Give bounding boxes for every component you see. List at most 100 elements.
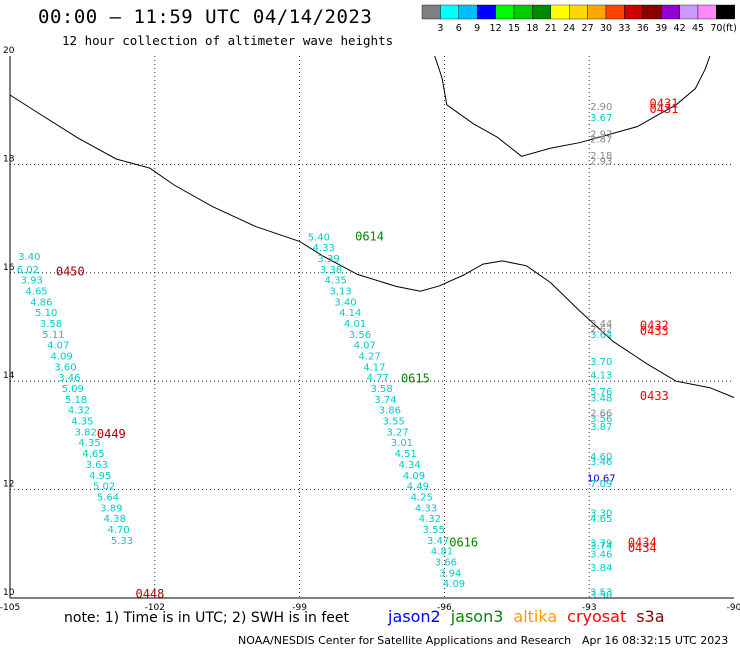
lat-tick-label: 18 xyxy=(3,154,15,164)
scale-swatch xyxy=(532,4,552,20)
wave-height-label: 3.64 xyxy=(590,330,612,341)
pass-time-label: 0431 xyxy=(650,102,679,116)
wave-height-label: 4.35 xyxy=(325,276,347,287)
pass-time-label: 0450 xyxy=(56,265,85,279)
wave-height-label: 3.55 xyxy=(423,525,445,536)
wave-height-label: 2.18 xyxy=(590,151,612,162)
scale-tick-label: 15 xyxy=(508,23,520,34)
wave-height-label: 4.35 xyxy=(79,438,101,449)
scale-tick-label: 30 xyxy=(600,23,612,34)
wave-height-label: 2.97 xyxy=(590,129,612,140)
wave-height-label: 2.66 xyxy=(590,408,612,419)
wave-height-label: 4.81 xyxy=(431,547,453,558)
track-0450: 3.406.023.934.654.865.103.585.114.074.09… xyxy=(17,252,133,547)
wave-height-label: 3.84 xyxy=(590,563,612,574)
wave-height-label: 2.62 xyxy=(590,324,612,335)
scale-tick-label: 12 xyxy=(490,23,502,34)
pass-time-label: 0449 xyxy=(97,427,126,441)
wave-height-label: 5.11 xyxy=(42,330,64,341)
wave-height-label: 2.93 xyxy=(590,156,612,167)
map-title: 00:00 – 11:59 UTC 04/14/2023 xyxy=(38,6,373,28)
wave-height-label: 10.67 xyxy=(587,473,616,484)
wave-height-label: 4.07 xyxy=(47,341,69,352)
wave-height-label: 5.33 xyxy=(111,536,133,547)
lon-tick-label: -93 xyxy=(582,603,597,613)
wave-height-label: 4.09 xyxy=(51,352,73,363)
scale-swatch xyxy=(421,4,441,20)
credit-line: NOAA/NESDIS Center for Satellite Applica… xyxy=(238,634,572,647)
wave-height-label: 3.55 xyxy=(383,417,405,428)
pass-time-label: 0433 xyxy=(640,324,669,338)
wave-height-label: 4.34 xyxy=(399,460,421,471)
wave-height-label: 3.40 xyxy=(334,297,356,308)
scale-swatch xyxy=(569,4,588,20)
wave-height-label: 4.09 xyxy=(443,579,465,590)
wave-height-label: 3.56 xyxy=(590,414,612,425)
wave-height-label: 3.82 xyxy=(75,427,97,438)
scale-tick-label: 21 xyxy=(545,23,557,34)
wave-height-label: 3.39 xyxy=(317,254,339,265)
lon-tick-label: -105 xyxy=(0,603,20,613)
wave-height-label: 3.86 xyxy=(379,406,401,417)
pass-time-label: 0433 xyxy=(640,389,669,403)
wave-height-label: 3.46 xyxy=(590,457,612,468)
wave-height-label: 3.46 xyxy=(590,549,612,560)
wave-height-label: 4.70 xyxy=(107,525,129,536)
wave-height-label: 3.48 xyxy=(590,393,612,404)
wave-height-label: 3.27 xyxy=(386,427,408,438)
pass-time-label: 0616 xyxy=(449,536,478,550)
lon-tick-label: -96 xyxy=(437,603,452,613)
wave-height-label: 4.25 xyxy=(411,492,433,503)
wave-height-label: 4.09 xyxy=(403,471,425,482)
wave-height-label: 4.65 xyxy=(25,286,47,297)
wave-height-label: 3.47 xyxy=(427,536,449,547)
wave-height-label: 4.51 xyxy=(395,449,417,460)
scale-tick-label: 36 xyxy=(637,23,649,34)
wave-height-label: 3.38 xyxy=(320,265,342,276)
scale-tick-label: 27 xyxy=(582,23,594,34)
wave-height-label: 3.74 xyxy=(590,541,612,552)
pass-time-label: 0448 xyxy=(135,587,164,601)
lon-tick-label: -99 xyxy=(292,603,307,613)
scale-swatch xyxy=(716,4,736,20)
scale-swatch xyxy=(477,4,496,20)
scale-tick-label: 33 xyxy=(618,23,630,34)
wave-height-label: 4.32 xyxy=(419,514,441,525)
pass-time-label: 0434 xyxy=(628,541,657,555)
scale-tick-label: 70 xyxy=(710,23,722,34)
wave-height-label: 4.86 xyxy=(30,297,52,308)
wave-height-label: 4.07 xyxy=(354,341,376,352)
scale-swatch xyxy=(495,4,515,20)
wave-height-label: 2.90 xyxy=(590,102,612,113)
wave-height-label: 4.95 xyxy=(89,471,111,482)
wave-height-label: 4.33 xyxy=(313,243,335,254)
wave-height-label: 3.40 xyxy=(18,252,40,263)
scale-swatch xyxy=(697,4,717,20)
wave-height-label: 5.64 xyxy=(97,492,119,503)
wave-height-label: 3.74 xyxy=(374,395,396,406)
legend-jason3: jason3 xyxy=(450,607,504,626)
wave-height-label: 5.09 xyxy=(62,384,84,395)
wave-height-label: 3.89 xyxy=(100,503,122,514)
wave-height-label: 5.18 xyxy=(65,395,87,406)
lon-tick-label: -102 xyxy=(145,603,165,613)
wave-height-label: 5.40 xyxy=(308,232,330,243)
wave-height-label: 5.76 xyxy=(590,387,612,398)
lat-tick-label: 10 xyxy=(3,588,15,598)
wave-height-label: 3.93 xyxy=(21,276,43,287)
wave-height-label: 4.35 xyxy=(71,417,93,428)
timestamp: Apr 16 08:32:15 UTC 2023 xyxy=(582,634,729,647)
legend-jason2: jason2 xyxy=(388,607,441,626)
wave-height-label: 4.60 xyxy=(590,452,612,463)
pass-time-label: 0432 xyxy=(640,319,669,333)
scale-swatch xyxy=(661,4,680,20)
wave-height-label: 3.58 xyxy=(371,384,393,395)
wave-height-label: 4.65 xyxy=(82,449,104,460)
pass-time-label: 0615 xyxy=(401,371,430,385)
scale-tick-label: 45 xyxy=(692,23,704,34)
wave-height-label: 3.67 xyxy=(590,113,612,124)
wave-height-label: 3.46 xyxy=(58,373,80,384)
legend-altika: altika xyxy=(513,607,558,626)
wave-height-label: 3.94 xyxy=(439,568,461,579)
